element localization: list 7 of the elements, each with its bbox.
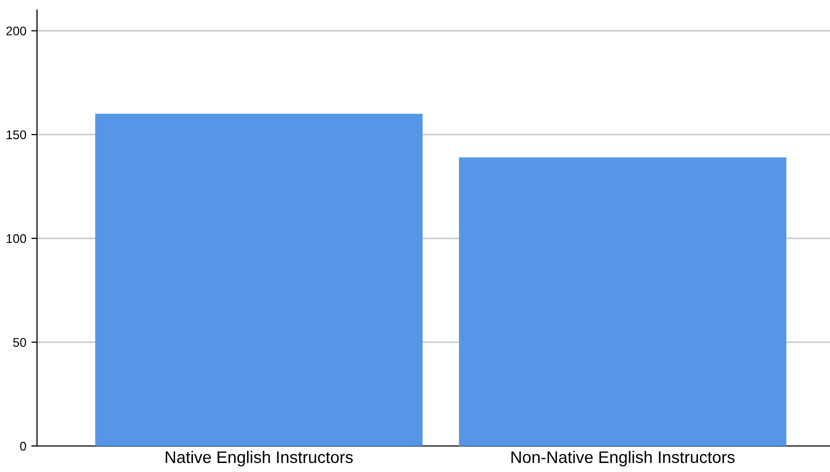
y-tick-label: 150 [6, 130, 26, 140]
y-tick-label: 200 [6, 26, 26, 36]
y-tick-label: 0 [20, 442, 26, 451]
y-tick-label: 50 [13, 338, 26, 347]
x-tick-label: Native English Instructors [166, 450, 353, 466]
y-tick-label: 100 [6, 234, 26, 244]
x-tick-label: Non-Native English Instructors [511, 450, 735, 466]
